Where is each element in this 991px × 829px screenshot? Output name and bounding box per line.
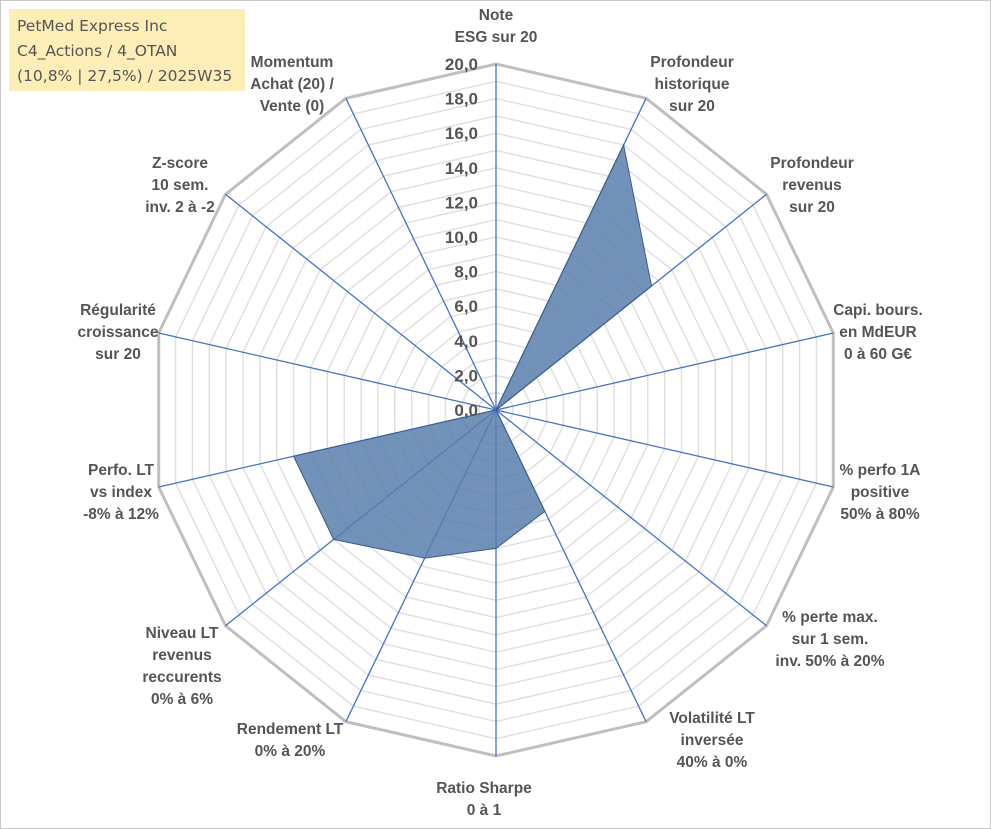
axis-label: Capi. bours. en MdEUR 0 à 60 G€ xyxy=(833,302,923,363)
axis-label: Perfo. LT vs index -8% à 12% xyxy=(83,462,159,523)
portfolio-path: C4_Actions / 4_OTAN xyxy=(17,42,178,60)
axis-label: Niveau LT revenus reccurents 0% à 6% xyxy=(142,625,221,708)
axis-label-line: inversée xyxy=(681,732,744,749)
axis-label-line: Capi. bours. xyxy=(833,302,923,319)
axis-label-line: en MdEUR xyxy=(839,324,917,341)
axis-label-line: 0 à 60 G€ xyxy=(844,346,912,363)
company-name: PetMed Express Inc xyxy=(17,17,168,35)
axis-label: Momentum Achat (20) / Vente (0) xyxy=(250,54,334,115)
axis-label-line: 0% à 20% xyxy=(255,743,326,760)
tick-label: 6,0 xyxy=(454,297,478,316)
series-area xyxy=(292,143,653,559)
tick-label: 16,0 xyxy=(445,124,478,143)
axis-label-line: 10 sem. xyxy=(152,177,209,194)
radar-tick-labels: 0,0 2,0 4,0 6,0 8,0 10,0 12,0 14,0 16,0 18,0 20,0 xyxy=(445,55,478,420)
axis-label: Profondeur historique sur 20 xyxy=(650,54,734,115)
tick-label: 0,0 xyxy=(454,401,478,420)
axis-label-line: inv. 50% à 20% xyxy=(775,653,884,670)
axis-label: Rendement LT 0% à 20% xyxy=(237,721,344,760)
axis-label: Ratio Sharpe 0 à 1 xyxy=(436,780,532,819)
axis-label-line: Vente (0) xyxy=(260,98,325,115)
axis-label-line: Niveau LT xyxy=(146,625,219,642)
axis-label-line: 40% à 0% xyxy=(677,754,748,771)
axis-label-line: Achat (20) / xyxy=(250,76,334,93)
axis-spoke xyxy=(495,332,834,411)
axis-label-line: sur 20 xyxy=(95,346,141,363)
axis-label-line: Profondeur xyxy=(650,54,734,71)
axis-label-line: vs index xyxy=(90,484,152,501)
axis-label-line: revenus xyxy=(152,647,211,664)
tick-label: 18,0 xyxy=(445,90,478,109)
axis-label-line: croissance xyxy=(78,324,159,341)
axis-spoke xyxy=(225,193,497,411)
axis-label-line: sur 1 sem. xyxy=(792,631,869,648)
axis-label-line: Régularité xyxy=(80,302,156,319)
axis-label: % perfo 1A positive 50% à 80% xyxy=(840,462,921,523)
axis-label-line: ESG sur 20 xyxy=(455,29,538,46)
axis-label-line: historique xyxy=(655,76,730,93)
axis-label-line: reccurents xyxy=(142,669,221,686)
tick-label: 14,0 xyxy=(445,159,478,178)
tick-label: 4,0 xyxy=(454,332,478,351)
tick-label: 2,0 xyxy=(454,366,478,385)
axis-label: Régularité croissance sur 20 xyxy=(78,302,159,363)
radar-axis-labels: Note ESG sur 20 Profondeur historique sur 20… xyxy=(78,7,923,819)
axis-label-line: Momentum xyxy=(251,54,334,71)
axis-label-line: Rendement LT xyxy=(237,721,344,738)
axis-label-line: -8% à 12% xyxy=(83,506,159,523)
axis-label: Z-score 10 sem. inv. 2 à -2 xyxy=(145,155,215,216)
axis-label-line: sur 20 xyxy=(669,98,715,115)
axis-label-line: sur 20 xyxy=(789,199,835,216)
axis-label: Note ESG sur 20 xyxy=(455,7,538,46)
axis-label: % perte max. sur 1 sem. inv. 50% à 20% xyxy=(775,609,884,670)
axis-label-line: 0 à 1 xyxy=(467,802,502,819)
period-summary: (10,8% | 27,5%) / 2025W35 xyxy=(17,67,233,85)
axis-label-line: positive xyxy=(851,484,910,501)
axis-label-line: % perfo 1A xyxy=(840,462,921,479)
info-box: PetMed Express Inc C4_Actions / 4_OTAN (… xyxy=(9,9,245,91)
axis-label-line: 0% à 6% xyxy=(151,691,213,708)
axis-spoke xyxy=(345,98,497,411)
tick-label: 8,0 xyxy=(454,263,478,282)
axis-spoke xyxy=(495,409,834,488)
axis-spoke xyxy=(158,332,497,411)
axis-label: Profondeur revenus sur 20 xyxy=(770,155,854,216)
axis-label-line: Perfo. LT xyxy=(88,462,155,479)
axis-spoke xyxy=(495,409,767,627)
axis-label-line: Z-score xyxy=(152,155,208,172)
axis-label-line: % perte max. xyxy=(782,609,878,626)
axis-label-line: Ratio Sharpe xyxy=(436,780,532,797)
axis-label: Volatilité LT inversée 40% à 0% xyxy=(669,710,755,771)
tick-label: 10,0 xyxy=(445,228,478,247)
axis-label-line: inv. 2 à -2 xyxy=(145,199,215,216)
radar-series xyxy=(292,143,653,559)
tick-label: 12,0 xyxy=(445,193,478,212)
axis-label-line: revenus xyxy=(782,177,841,194)
axis-label-line: Volatilité LT xyxy=(669,710,755,727)
axis-label-line: Profondeur xyxy=(770,155,854,172)
tick-label: 20,0 xyxy=(445,55,478,74)
axis-label-line: 50% à 80% xyxy=(840,506,919,523)
axis-label-line: Note xyxy=(479,7,514,24)
